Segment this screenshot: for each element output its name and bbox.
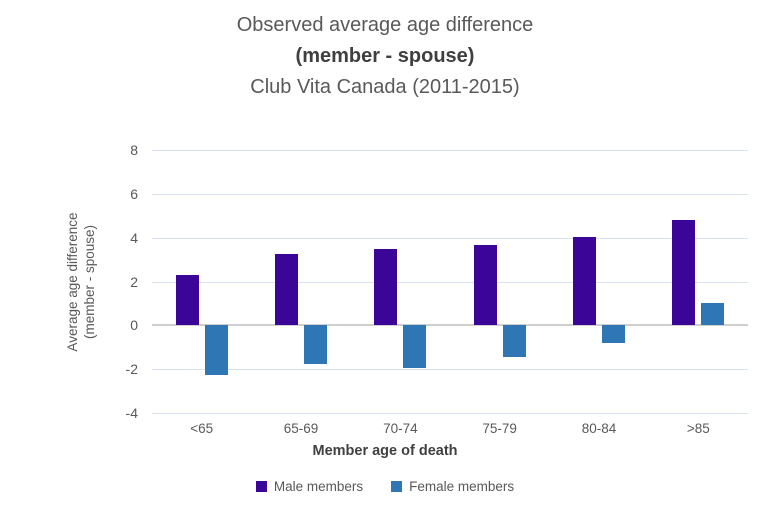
x-axis-title: Member age of death <box>312 443 458 459</box>
x-tick-label: 65-69 <box>283 421 319 436</box>
gridline <box>152 413 748 414</box>
bar-male-80-84 <box>573 236 596 326</box>
bar-male-<65 <box>175 274 199 326</box>
y-axis-title: Average age difference (member - spouse) <box>64 132 98 432</box>
bar-female-65-69 <box>304 325 327 364</box>
bar-male-75-79 <box>473 245 497 326</box>
legend-label-male-members: Male members <box>273 479 364 494</box>
y-tick-label: 4 <box>130 229 138 246</box>
legend: Male members Female members <box>0 479 770 494</box>
bar-female-<65 <box>204 325 228 375</box>
bar-female-75-79 <box>502 325 526 358</box>
zero-gridline <box>152 324 748 327</box>
x-tick-label: 70-74 <box>383 421 418 436</box>
legend-label-female-members: Female members <box>409 479 515 494</box>
bar-male-65-69 <box>275 254 298 326</box>
x-tick-label: <65 <box>190 421 214 436</box>
x-tick-label: 75-79 <box>482 421 517 436</box>
chart-title-line3: Club Vita Canada (2011-2015) <box>250 76 520 98</box>
bar-female->85 <box>701 303 725 326</box>
gridline <box>152 281 748 283</box>
y-axis-title-line1: Average age difference <box>65 212 80 352</box>
gridline <box>152 369 748 371</box>
y-tick-label: 6 <box>130 185 138 202</box>
chart-title: Observed average age difference (member … <box>0 10 770 103</box>
gridline <box>152 237 748 239</box>
gridline <box>152 193 748 195</box>
y-tick-label: -4 <box>125 405 138 421</box>
y-axis-title-line2: (member - spouse) <box>82 224 97 340</box>
plot-area <box>152 150 748 414</box>
x-tick-label: >85 <box>686 421 710 436</box>
bar-male-70-74 <box>374 248 398 326</box>
bar-female-80-84 <box>602 325 625 343</box>
legend-item-male-members: Male members <box>255 479 364 494</box>
chart-title-line2: (member - spouse) <box>295 45 475 67</box>
female-members-swatch <box>391 481 403 492</box>
y-tick-label: -2 <box>125 361 138 378</box>
gridline <box>152 150 748 151</box>
male-members-swatch <box>255 481 267 492</box>
x-tick-label: 80-84 <box>581 421 617 436</box>
bar-male->85 <box>672 220 696 326</box>
legend-item-female-members: Female members <box>391 479 514 494</box>
y-tick-label: 0 <box>130 317 138 334</box>
chart-title-line1: Observed average age difference <box>236 14 534 36</box>
bar-female-70-74 <box>403 325 427 369</box>
y-tick-label: 2 <box>130 273 138 290</box>
y-tick-label: 8 <box>130 142 138 158</box>
